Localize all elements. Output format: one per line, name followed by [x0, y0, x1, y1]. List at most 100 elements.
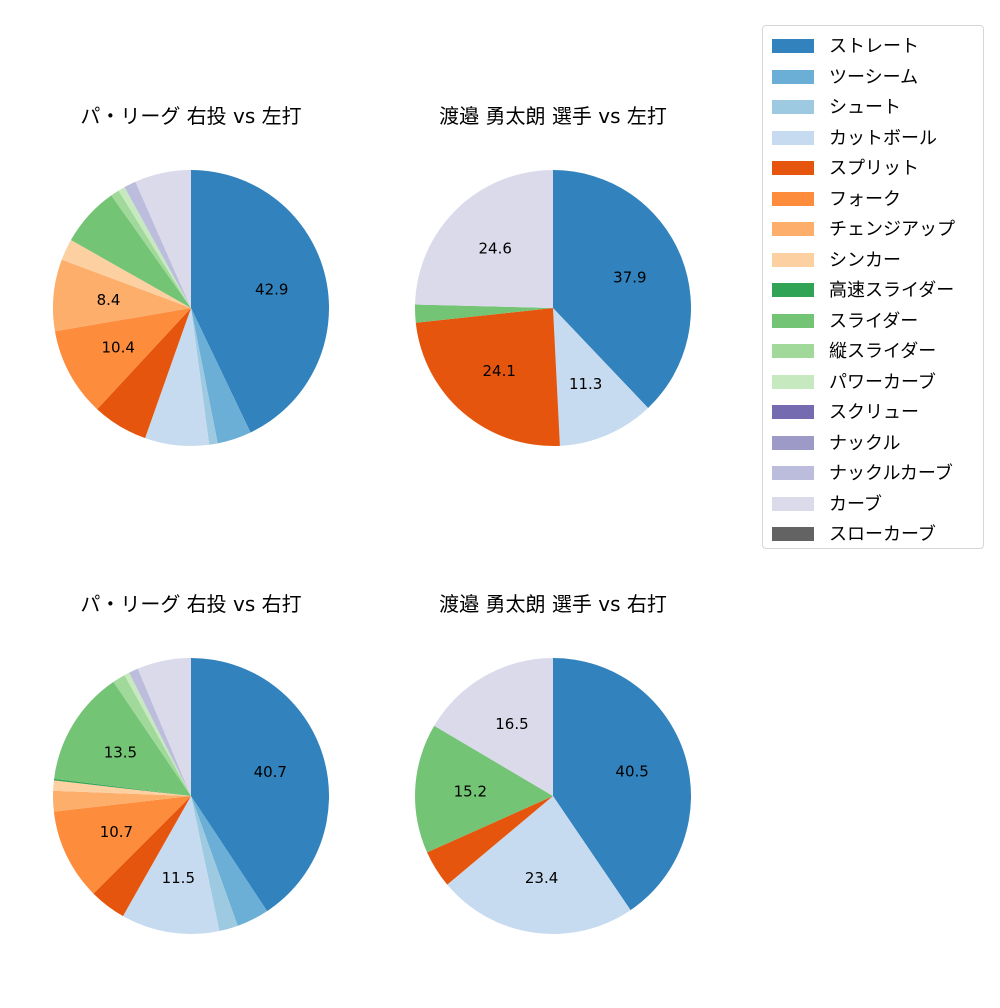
legend-swatch [772, 39, 814, 53]
slice-label: 13.5 [104, 744, 137, 762]
legend: ストレート ツーシーム シュート カットボール スプリット フォーク チェンジア… [762, 25, 984, 549]
legend-label: シンカー [829, 249, 901, 271]
chart-title: 渡邉 勇太朗 選手 vs 右打 [439, 592, 667, 616]
pie-slice [52, 790, 191, 812]
legend-swatch [772, 100, 814, 114]
pie-slice [191, 308, 251, 444]
legend-item: スクリュー [763, 396, 983, 423]
legend-swatch [772, 496, 814, 511]
pie-slice [54, 308, 191, 410]
legend-swatch [772, 344, 814, 358]
legend-item: シュート [763, 91, 983, 118]
pie-slice [191, 658, 329, 912]
pie-slice [54, 681, 192, 796]
legend-label: スライダー [829, 310, 919, 332]
legend-label: スプリット [829, 158, 919, 179]
legend-item: カーブ [763, 488, 983, 515]
pie-slice [415, 170, 553, 308]
slice-label: 24.6 [478, 240, 511, 258]
slice-label: 15.2 [454, 782, 487, 800]
legend-swatch [772, 69, 814, 84]
pie-slice [53, 796, 191, 894]
legend-swatch [772, 527, 814, 541]
pie-slice [135, 170, 191, 308]
pie-slice [145, 308, 210, 446]
legend-swatch [772, 283, 814, 297]
legend-swatch [772, 374, 814, 389]
legend-label: カットボール [829, 127, 937, 149]
slice-label: 11.5 [162, 869, 195, 887]
legend-item: ストレート [763, 30, 983, 57]
legend-swatch [772, 466, 814, 480]
legend-item: スローカーブ [763, 518, 983, 545]
pie-slice [53, 780, 191, 796]
legend-swatch [772, 313, 814, 328]
chart-title: パ・リーグ 右投 vs 左打 [80, 104, 302, 128]
legend-label: パワーカーブ [829, 371, 936, 393]
pie-slice [52, 259, 191, 332]
legend-item: スプリット [763, 152, 983, 179]
legend-label: ストレート [829, 36, 919, 57]
slice-label: 11.3 [569, 375, 602, 393]
legend-item: スライダー [763, 305, 983, 332]
pie-slice [415, 304, 553, 323]
pie-slice [553, 658, 691, 911]
slice-label: 10.4 [101, 338, 134, 356]
legend-label: フォーク [829, 188, 901, 210]
pie-slice [129, 668, 191, 796]
legend-label: スローカーブ [829, 524, 936, 545]
legend-label: シュート [829, 97, 901, 118]
legend-item: ツーシーム [763, 61, 983, 88]
legend-item: パワーカーブ [763, 366, 983, 393]
legend-label: 縦スライダー [829, 341, 937, 362]
legend-swatch [772, 435, 814, 450]
pie-chart: 42.9 10.4 8.4 [52, 170, 329, 446]
legend-item: ナックル [763, 427, 983, 454]
pie-slice [447, 796, 631, 934]
slice-label: 42.9 [255, 281, 288, 299]
legend-swatch [772, 191, 814, 206]
pie-slice [553, 170, 691, 409]
pie-slice [191, 796, 268, 926]
pie-slice [191, 308, 218, 445]
pie-panel-watanabe-vs-lhb: 渡邉 勇太朗 選手 vs 左打 37.9 11.3 24.1 24.6 [383, 100, 723, 520]
legend-item: シンカー [763, 244, 983, 271]
legend-item: 高速スライダー [763, 274, 983, 301]
pie-panel-pl-rhp-vs-lhb: パ・リーグ 右投 vs 左打 42.9 10.4 8.4 [21, 100, 361, 520]
slice-label: 37.9 [613, 268, 646, 286]
chart-title: 渡邉 勇太朗 選手 vs 左打 [439, 104, 667, 128]
pie-slice [123, 796, 220, 934]
pie-slice [53, 778, 191, 796]
slice-label: 10.7 [100, 823, 133, 841]
legend-label: カーブ [829, 493, 882, 515]
legend-label: ナックルカーブ [829, 463, 953, 484]
pie-slice [61, 240, 191, 308]
legend-item: ナックルカーブ [763, 457, 983, 484]
legend-label: ツーシーム [829, 66, 919, 88]
slice-label: 40.7 [254, 763, 287, 781]
pie-slice [97, 308, 191, 439]
legend-item: チェンジアップ [763, 213, 983, 240]
legend-swatch [772, 161, 814, 175]
legend-swatch [772, 222, 814, 236]
legend-label: 高速スライダー [829, 280, 955, 301]
pie-slice [124, 181, 191, 308]
legend-item: 縦スライダー [763, 335, 983, 362]
legend-label: チェンジアップ [829, 219, 955, 240]
legend-label: スクリュー [829, 402, 919, 423]
pie-panel-watanabe-vs-rhb: 渡邉 勇太朗 選手 vs 右打 40.5 23.4 15.2 16.5 [383, 588, 723, 1008]
legend-swatch [772, 130, 814, 145]
slice-label: 16.5 [495, 715, 528, 733]
pie-slice [70, 195, 191, 308]
slice-label: 40.5 [615, 763, 648, 781]
pie-slice [191, 170, 329, 433]
pie-slice [427, 796, 553, 885]
pie-slice [191, 796, 238, 932]
legend-label: ナックル [829, 432, 901, 454]
chart-title: パ・リーグ 右投 vs 右打 [80, 592, 302, 616]
pie-chart: 37.9 11.3 24.1 24.6 [415, 170, 691, 447]
pie-slice [137, 658, 191, 796]
pie-slice [553, 308, 649, 446]
legend-swatch [772, 405, 814, 419]
pie-slice [415, 308, 560, 447]
